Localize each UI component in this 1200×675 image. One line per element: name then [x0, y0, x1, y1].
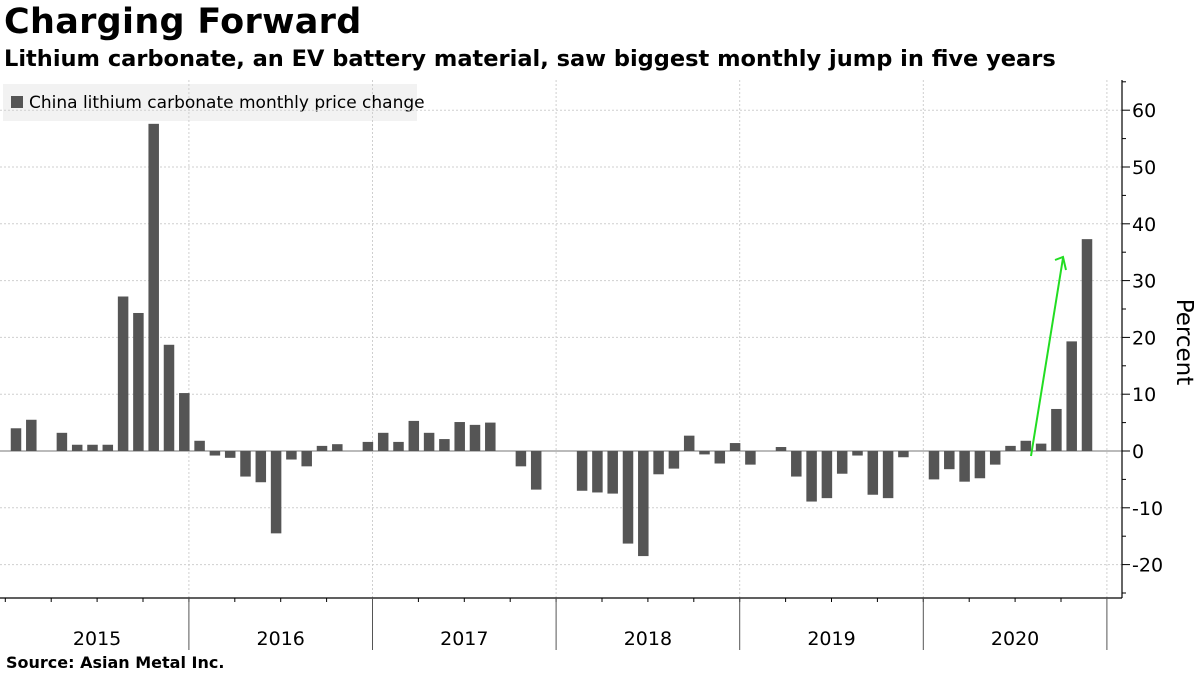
- y-tick-label-60: 60: [1132, 100, 1156, 122]
- bar-64: [989, 451, 1001, 465]
- bar-52: [806, 451, 817, 502]
- bar-15: [240, 451, 251, 477]
- bar-45: [699, 451, 710, 455]
- bar-66: [1020, 440, 1032, 451]
- bar-18: [286, 451, 297, 460]
- bar-11: [179, 393, 190, 451]
- bar-54: [836, 451, 848, 474]
- bar-1: [26, 419, 37, 451]
- bar-61: [944, 451, 955, 470]
- y-tick-label--10: -10: [1132, 498, 1163, 520]
- bar-13: [209, 451, 221, 456]
- bar-23: [362, 441, 374, 451]
- y-tick-label-0: 0: [1132, 441, 1144, 463]
- chart-title: Charging Forward: [4, 2, 362, 42]
- bar-70: [1081, 239, 1093, 451]
- annotation-arrow-shaft: [1030, 257, 1064, 457]
- bar-25: [393, 441, 404, 451]
- bar-9: [148, 123, 159, 451]
- bar-43: [668, 451, 680, 469]
- year-label-2019: 2019: [807, 628, 855, 650]
- y-tick-label-10: 10: [1132, 384, 1156, 406]
- bar-65: [1005, 445, 1016, 451]
- bar-69: [1066, 341, 1077, 451]
- bar-0: [10, 428, 22, 451]
- year-label-2015: 2015: [73, 628, 121, 650]
- y-tick-label-40: 40: [1132, 214, 1156, 236]
- bar-48: [745, 451, 756, 465]
- bar-29: [454, 422, 465, 451]
- bar-14: [224, 451, 236, 458]
- y-tick-label--20: -20: [1132, 555, 1163, 577]
- bar-44: [683, 435, 695, 451]
- bar-41: [638, 451, 649, 557]
- bar-38: [592, 451, 603, 493]
- bar-39: [607, 451, 618, 494]
- legend-label: China lithium carbonate monthly price ch…: [29, 93, 425, 113]
- bar-63: [974, 451, 986, 479]
- bar-20: [316, 445, 328, 451]
- bar-8: [133, 312, 144, 451]
- bar-3: [56, 432, 68, 451]
- chart-subtitle: Lithium carbonate, an EV battery materia…: [4, 46, 1056, 72]
- bar-68: [1051, 408, 1062, 451]
- bar-47: [729, 443, 741, 451]
- year-label-2020: 2020: [991, 628, 1039, 650]
- bar-16: [255, 451, 267, 483]
- bar-30: [469, 424, 481, 451]
- legend-swatch: [11, 96, 23, 108]
- source-note: Source: Asian Metal Inc.: [6, 653, 225, 672]
- bar-31: [485, 422, 496, 451]
- bar-53: [821, 451, 833, 499]
- bar-26: [408, 420, 420, 451]
- legend-box: [3, 84, 417, 121]
- bar-12: [194, 440, 205, 451]
- year-label-2017: 2017: [440, 628, 488, 650]
- bar-57: [882, 451, 894, 499]
- bar-51: [791, 451, 802, 477]
- bar-37: [576, 451, 588, 491]
- bar-42: [653, 451, 664, 475]
- bar-62: [959, 451, 970, 482]
- year-label-2018: 2018: [624, 628, 672, 650]
- y-tick-label-20: 20: [1132, 327, 1156, 349]
- bar-50: [775, 447, 787, 451]
- annotation-arrow-head: [1054, 255, 1067, 271]
- bar-40: [622, 451, 634, 544]
- y-axis-label: Percent: [1171, 299, 1197, 386]
- bar-5: [87, 444, 98, 451]
- bar-10: [163, 344, 175, 451]
- bar-34: [530, 451, 542, 490]
- bar-27: [423, 432, 435, 451]
- bar-19: [301, 451, 312, 467]
- y-tick-label-30: 30: [1132, 271, 1156, 293]
- bar-28: [439, 439, 450, 451]
- bar-17: [270, 451, 282, 534]
- bar-67: [1035, 443, 1047, 451]
- year-label-2016: 2016: [257, 628, 305, 650]
- y-tick-label-50: 50: [1132, 157, 1156, 179]
- bar-33: [515, 451, 527, 467]
- bar-60: [928, 451, 940, 480]
- bar-6: [102, 444, 114, 451]
- bar-55: [852, 451, 863, 456]
- bar-46: [714, 451, 726, 464]
- bar-4: [71, 444, 83, 451]
- bar-56: [867, 451, 879, 495]
- bar-21: [332, 444, 343, 451]
- bar-58: [898, 451, 909, 458]
- bar-7: [117, 296, 129, 451]
- bar-24: [377, 432, 389, 451]
